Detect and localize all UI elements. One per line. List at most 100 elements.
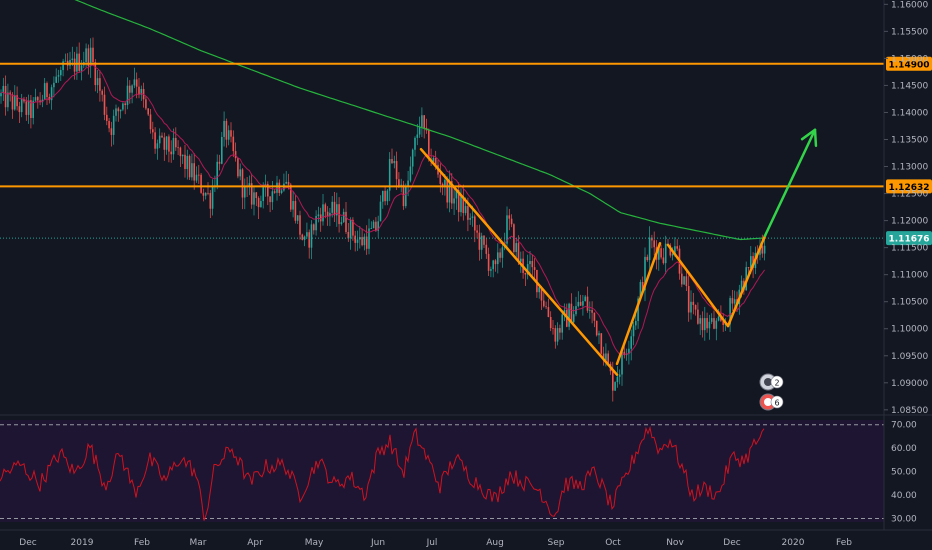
candle-body	[697, 309, 699, 324]
candle-body	[191, 163, 193, 178]
candle-body	[92, 47, 94, 63]
pattern-line[interactable]	[666, 243, 730, 328]
candle-body	[662, 257, 665, 264]
candle-body	[641, 281, 644, 291]
candle-body	[434, 158, 437, 165]
candle-body	[384, 190, 386, 202]
candle-body	[278, 182, 281, 193]
price-tick-label: 1.11000	[891, 271, 928, 281]
rsi-tick-label: 60.00	[891, 444, 917, 454]
candle-body	[255, 192, 258, 199]
news-icon[interactable]: 2	[759, 373, 784, 391]
candle-body	[464, 206, 467, 214]
price-tick-label: 1.13500	[891, 135, 928, 145]
candle-body	[586, 296, 589, 311]
pattern-line[interactable]	[615, 242, 662, 366]
candle-body	[554, 328, 557, 342]
projection-arrow[interactable]	[763, 128, 817, 237]
level-tag	[886, 56, 932, 71]
candle-body	[375, 221, 377, 231]
date-label: Feb	[836, 538, 852, 548]
candle-body	[717, 316, 720, 321]
candle-body	[18, 106, 21, 113]
candle-body	[129, 85, 131, 93]
candle-body	[101, 90, 103, 95]
candle-body	[628, 348, 630, 354]
candle-body	[237, 158, 239, 177]
candle-body	[388, 159, 391, 191]
candle-body	[421, 115, 423, 127]
candle-body	[715, 320, 718, 329]
candle-body	[64, 60, 67, 62]
candle-body	[556, 328, 559, 342]
candle-body	[14, 95, 16, 110]
price-axis[interactable]: 1.14900 1.12632 1.11676 1.16000 1.15500 1.150…	[883, 0, 932, 530]
candle-body	[110, 128, 113, 135]
candle-body	[85, 48, 87, 63]
date-label: Apr	[247, 538, 263, 548]
candle-body	[280, 190, 283, 193]
candle-body	[260, 200, 262, 208]
pattern-line[interactable]	[726, 234, 767, 328]
date-axis[interactable]: Dec 2019 Feb Mar Apr May Jun Jul Aug Sep Oct Nov Dec…	[0, 529, 932, 550]
candle-body	[16, 95, 18, 107]
candle-body	[60, 70, 62, 76]
candle-body	[699, 318, 701, 324]
candle-body	[202, 192, 205, 196]
candle-body	[359, 237, 361, 240]
candle-body	[276, 182, 278, 193]
candle-body	[294, 201, 297, 221]
candle-body	[572, 314, 575, 323]
candle-body	[722, 320, 724, 325]
candle-body	[23, 98, 25, 102]
candle-body	[211, 186, 214, 209]
date-label: 2019	[71, 538, 94, 548]
candle-body	[322, 204, 324, 222]
candle-body	[451, 181, 453, 204]
candle-body	[552, 328, 554, 329]
candle-body	[400, 184, 402, 186]
candle-body	[308, 232, 310, 248]
pattern-line[interactable]	[419, 147, 619, 376]
candle-body	[11, 94, 14, 110]
candle-body	[393, 161, 396, 164]
candle-body	[692, 301, 695, 305]
price-tick-label: 1.09500	[891, 352, 928, 362]
candle-body	[591, 310, 593, 313]
candle-body	[354, 235, 356, 243]
candle-body	[207, 192, 209, 194]
candle-body	[76, 53, 78, 72]
candle-body	[494, 260, 497, 265]
candle-body	[285, 181, 287, 184]
rsi-line	[0, 425, 765, 521]
candle-body	[163, 137, 166, 150]
rsi-pane[interactable]	[0, 420, 884, 522]
candle-body	[476, 230, 478, 233]
candle-body	[287, 181, 290, 185]
candle-body	[133, 79, 136, 86]
candle-body	[660, 248, 662, 258]
candle-body	[370, 228, 373, 230]
arrow-head-icon	[800, 128, 818, 147]
date-label: 2020	[782, 538, 805, 548]
candle-body	[499, 252, 501, 258]
candle-body	[632, 325, 635, 337]
candle-body	[250, 183, 253, 205]
dividend-icon[interactable]: 6	[759, 393, 784, 411]
candle-body	[363, 236, 366, 246]
candle-body	[428, 130, 430, 160]
candle-body	[301, 234, 304, 240]
candles	[0, 37, 766, 402]
date-label: Feb	[134, 538, 150, 548]
candle-body	[467, 206, 469, 220]
current-price-tag	[886, 231, 932, 246]
candle-body	[269, 196, 271, 203]
event-badges[interactable]: 26	[759, 373, 784, 411]
candle-body	[131, 85, 133, 93]
candle-body	[195, 174, 198, 181]
candle-body	[147, 108, 149, 115]
candle-body	[193, 163, 195, 181]
candle-body	[345, 211, 347, 232]
candle-body	[646, 256, 649, 261]
